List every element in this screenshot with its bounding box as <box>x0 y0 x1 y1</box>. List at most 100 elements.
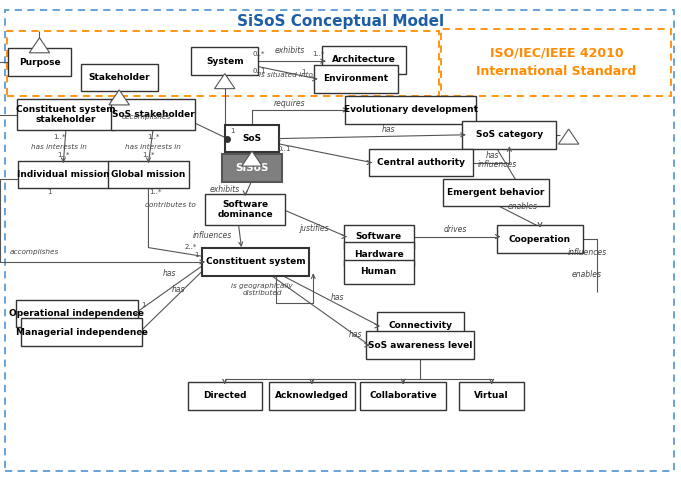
Text: Managerial independence: Managerial independence <box>16 328 148 337</box>
FancyBboxPatch shape <box>188 382 262 410</box>
Text: Connectivity: Connectivity <box>388 322 452 330</box>
FancyBboxPatch shape <box>344 225 414 249</box>
Text: Purpose: Purpose <box>18 58 61 66</box>
FancyBboxPatch shape <box>205 194 285 225</box>
Text: Constituent system: Constituent system <box>206 258 305 266</box>
FancyBboxPatch shape <box>360 382 446 410</box>
Text: SoS stakeholder: SoS stakeholder <box>112 110 195 119</box>
Text: has: has <box>381 125 395 133</box>
Text: has: has <box>172 285 185 294</box>
Text: is geographically
distributed: is geographically distributed <box>232 282 293 296</box>
Text: Environment: Environment <box>323 75 389 83</box>
Text: has: has <box>349 330 362 339</box>
FancyBboxPatch shape <box>202 248 309 276</box>
Text: 1: 1 <box>301 69 306 75</box>
Text: 0..*: 0..* <box>253 52 265 57</box>
Text: requires: requires <box>274 99 305 108</box>
FancyBboxPatch shape <box>80 64 157 91</box>
FancyBboxPatch shape <box>345 96 477 124</box>
Text: Global mission: Global mission <box>111 170 186 179</box>
Text: 0..1: 0..1 <box>278 146 291 152</box>
Text: 1..*: 1..* <box>149 189 161 195</box>
Text: contributes to: contributes to <box>145 202 195 207</box>
Text: 1..*: 1..* <box>53 134 65 140</box>
Text: has interests in: has interests in <box>125 144 181 150</box>
FancyBboxPatch shape <box>222 154 282 182</box>
Text: 1..*: 1..* <box>57 152 69 158</box>
FancyBboxPatch shape <box>112 99 195 130</box>
FancyBboxPatch shape <box>497 225 583 253</box>
Text: accomplishes: accomplishes <box>122 114 171 120</box>
Text: Cooperation: Cooperation <box>509 235 571 243</box>
Text: Stakeholder: Stakeholder <box>89 73 150 82</box>
Text: 1..*: 1..* <box>142 152 155 158</box>
Text: influences: influences <box>567 248 607 257</box>
Text: Software: Software <box>355 232 402 241</box>
Text: Central authority: Central authority <box>377 158 465 167</box>
Text: ISO/IEC/IEEE 42010
International Standard: ISO/IEC/IEEE 42010 International Standar… <box>476 47 637 77</box>
Text: Directed: Directed <box>203 391 247 400</box>
FancyBboxPatch shape <box>366 331 474 359</box>
Text: SoS: SoS <box>242 134 262 143</box>
Text: Operational independence: Operational independence <box>10 309 144 318</box>
Text: Virtual: Virtual <box>475 391 509 400</box>
Text: drives: drives <box>444 225 467 234</box>
Text: SiSoS Conceptual Model: SiSoS Conceptual Model <box>237 14 444 29</box>
Text: 1: 1 <box>48 189 52 195</box>
Text: exhibits: exhibits <box>275 46 305 55</box>
Text: 1: 1 <box>231 129 235 134</box>
FancyBboxPatch shape <box>462 121 556 149</box>
Text: 0..1: 0..1 <box>252 68 266 74</box>
Text: enables: enables <box>572 271 602 279</box>
FancyBboxPatch shape <box>459 382 524 410</box>
FancyBboxPatch shape <box>314 65 398 93</box>
Polygon shape <box>215 74 235 89</box>
Text: Human: Human <box>360 268 397 276</box>
FancyBboxPatch shape <box>377 312 464 340</box>
Text: has: has <box>486 152 499 160</box>
Text: 1: 1 <box>276 136 281 141</box>
Text: has: has <box>163 270 176 278</box>
Text: exhibits: exhibits <box>210 185 240 194</box>
FancyBboxPatch shape <box>443 179 549 206</box>
FancyBboxPatch shape <box>344 242 414 266</box>
Text: influences: influences <box>477 161 517 169</box>
Text: SoS category: SoS category <box>476 130 543 139</box>
FancyBboxPatch shape <box>8 48 71 76</box>
Polygon shape <box>558 129 579 144</box>
Polygon shape <box>29 38 50 53</box>
Text: 1..*: 1..* <box>312 52 325 57</box>
FancyBboxPatch shape <box>21 318 142 346</box>
Text: 1: 1 <box>194 252 198 258</box>
Text: Evolutionary development: Evolutionary development <box>344 106 477 114</box>
Text: 1..*: 1..* <box>147 134 159 140</box>
FancyBboxPatch shape <box>16 300 138 327</box>
FancyBboxPatch shape <box>369 149 473 176</box>
Text: has interests in: has interests in <box>31 144 87 150</box>
FancyBboxPatch shape <box>18 161 109 188</box>
FancyBboxPatch shape <box>323 46 406 74</box>
Text: Acknowledged: Acknowledged <box>275 391 349 400</box>
Text: SiSoS: SiSoS <box>235 163 269 173</box>
Text: influences: influences <box>193 231 232 239</box>
FancyBboxPatch shape <box>191 47 258 75</box>
FancyBboxPatch shape <box>225 125 279 152</box>
FancyBboxPatch shape <box>269 382 355 410</box>
FancyBboxPatch shape <box>344 260 414 284</box>
Text: enables: enables <box>508 203 538 211</box>
Text: Hardware: Hardware <box>353 250 404 259</box>
Text: 2..*: 2..* <box>185 244 197 250</box>
Text: justifies: justifies <box>300 224 330 232</box>
Text: SoS awareness level: SoS awareness level <box>368 341 473 349</box>
Polygon shape <box>109 90 129 105</box>
Text: Software
dominance: Software dominance <box>217 200 273 219</box>
Text: System: System <box>206 57 244 65</box>
Text: Emergent behavior: Emergent behavior <box>447 188 544 197</box>
Text: Architecture: Architecture <box>332 55 396 64</box>
Text: has: has <box>330 293 344 302</box>
Text: Individual mission: Individual mission <box>17 170 110 179</box>
Text: Constituent system
stakeholder: Constituent system stakeholder <box>16 105 116 124</box>
Text: 1: 1 <box>141 302 145 308</box>
Text: Collaborative: Collaborative <box>369 391 437 400</box>
Text: accomplishes: accomplishes <box>10 250 59 255</box>
